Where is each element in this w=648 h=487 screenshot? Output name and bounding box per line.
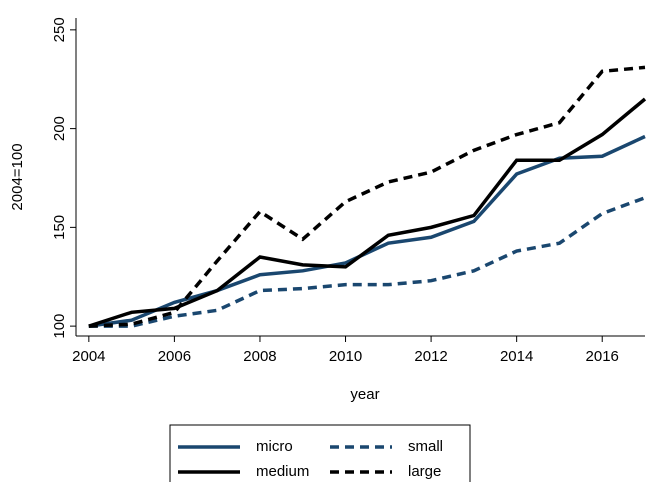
y-tick-label: 250 [51,17,68,42]
series-line [88,65,646,328]
x-tick-label: 2008 [243,348,276,365]
x-axis-label: year [350,386,379,403]
y-axis-label: 2004=100 [9,143,26,210]
x-tick-label: 2012 [414,348,447,365]
x-tick-label: 2016 [586,348,619,365]
x-tick-label: 2006 [158,348,191,365]
legend-label: small [408,438,443,455]
series-line [88,196,646,328]
y-tick-label: 150 [51,215,68,240]
legend-label: micro [256,438,293,455]
x-tick-label: 2014 [500,348,533,365]
legend-label: large [408,463,441,480]
x-tick-label: 2010 [329,348,362,365]
y-tick-label: 100 [51,314,68,339]
x-tick-label: 2004 [72,348,105,365]
legend-box [169,424,471,487]
series-line [88,97,647,328]
y-tick-label: 200 [51,116,68,141]
legend-label: medium [256,463,309,480]
series-line [88,134,646,328]
